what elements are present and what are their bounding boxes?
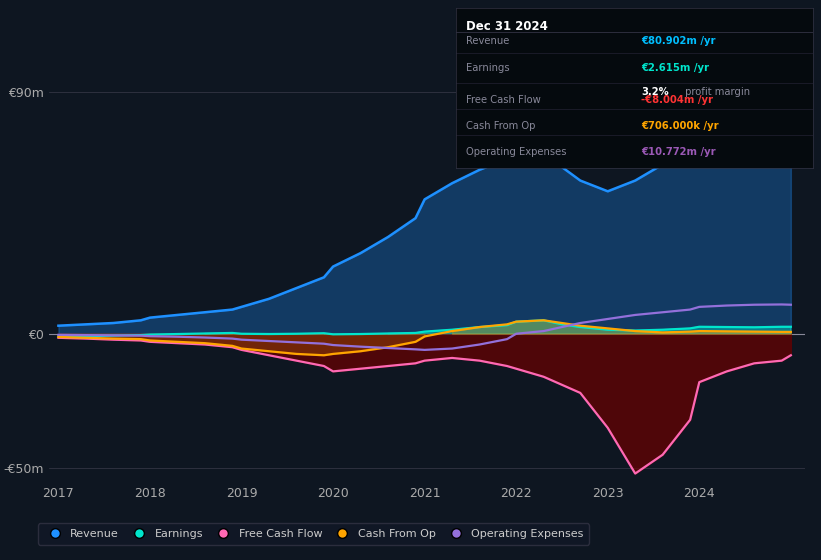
Text: Dec 31 2024: Dec 31 2024 (466, 20, 548, 32)
Text: Earnings: Earnings (466, 63, 510, 73)
Text: -€8.004m /yr: -€8.004m /yr (641, 95, 713, 105)
Text: Revenue: Revenue (466, 35, 510, 45)
Legend: Revenue, Earnings, Free Cash Flow, Cash From Op, Operating Expenses: Revenue, Earnings, Free Cash Flow, Cash … (38, 524, 589, 544)
Text: €2.615m /yr: €2.615m /yr (641, 63, 709, 73)
Text: Free Cash Flow: Free Cash Flow (466, 95, 541, 105)
Text: Cash From Op: Cash From Op (466, 121, 536, 131)
Text: Operating Expenses: Operating Expenses (466, 147, 566, 157)
Text: €706.000k /yr: €706.000k /yr (641, 121, 719, 131)
Text: 3.2%: 3.2% (641, 87, 669, 97)
Text: €10.772m /yr: €10.772m /yr (641, 147, 716, 157)
Text: profit margin: profit margin (682, 87, 750, 97)
Text: €80.902m /yr: €80.902m /yr (641, 35, 716, 45)
